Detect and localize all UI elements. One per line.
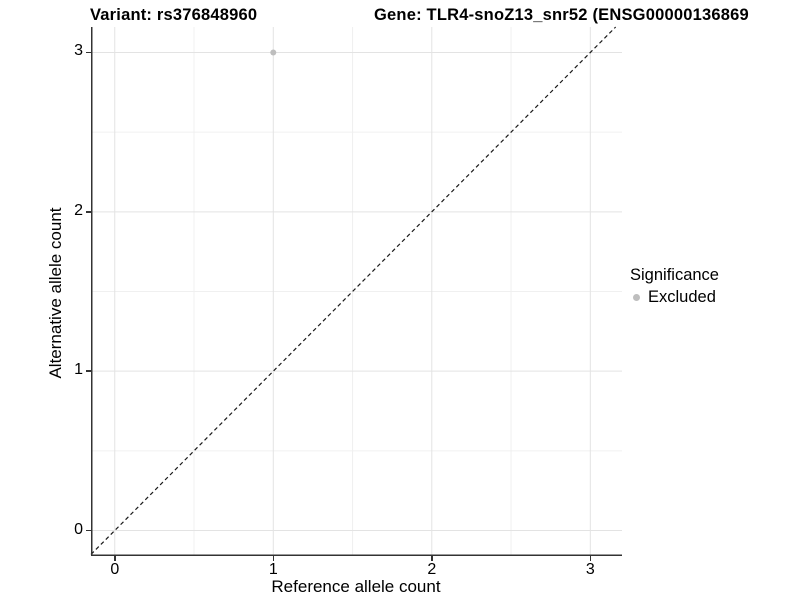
x-axis-tick [431,556,433,561]
x-tick-label: 3 [585,561,595,578]
excluded-point-icon [633,294,640,301]
y-tick-label: 0 [74,520,83,538]
x-axis-title: Reference allele count [271,577,441,596]
scatter-plot-canvas [90,26,622,556]
y-tick-label: 3 [74,42,83,60]
y-axis-title: Alternative allele count [46,207,65,379]
legend-item-label: Excluded [648,288,716,306]
x-axis-tick [589,556,592,561]
legend-item-excluded: Excluded [630,288,719,307]
x-axis-tick [272,556,275,561]
gene-title: Gene: TLR4-snoZ13_snr52 (ENSG00000136869 [374,6,749,24]
legend: Significance Excluded [630,266,719,307]
legend-title: Significance [630,266,719,284]
x-tick-label: 0 [110,561,120,578]
plot-panel [90,26,622,556]
variant-title: Variant: rs376848960 [90,6,258,24]
x-axis-tick [114,556,116,561]
